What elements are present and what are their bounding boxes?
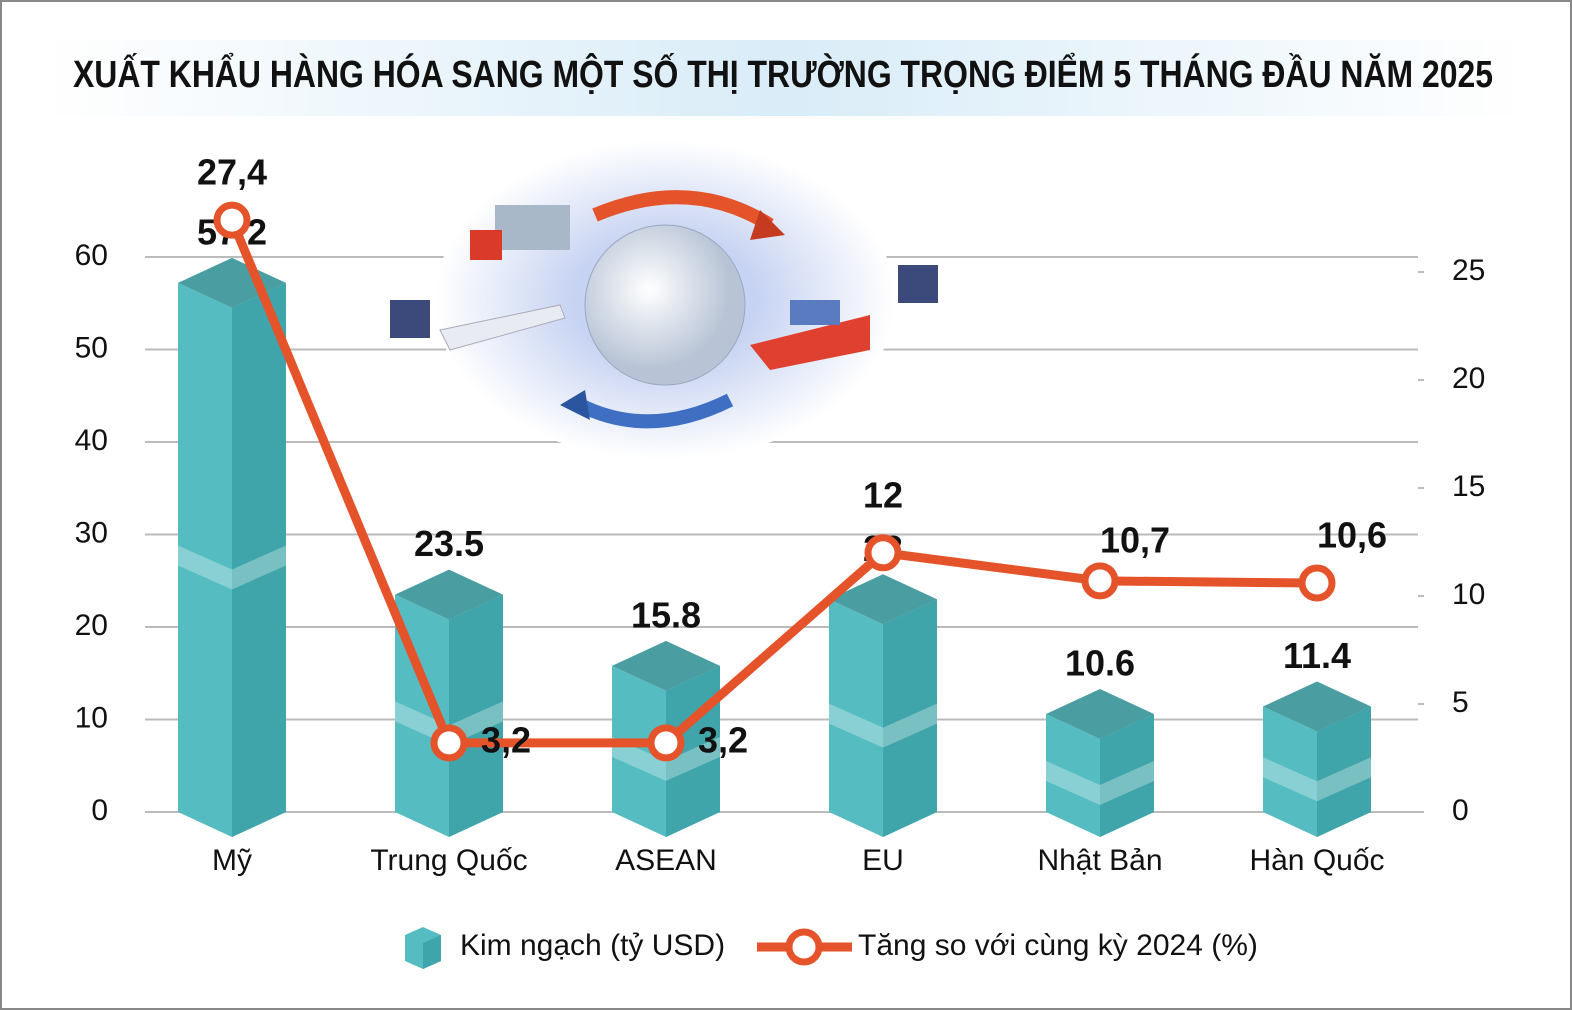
- bar: [395, 569, 503, 837]
- y-tick-label: 40: [75, 424, 108, 457]
- line-value-label: 10,6: [1317, 515, 1387, 556]
- bar-value-label: 15.8: [631, 594, 701, 635]
- bar-band: [612, 736, 720, 781]
- legend-label: Tăng so với cùng kỳ 2024 (%): [858, 929, 1258, 962]
- bar-side: [883, 599, 937, 837]
- y2-tick-label: 10: [1452, 578, 1485, 611]
- x-tick-label: Trung Quốc: [370, 844, 527, 877]
- y2-tick-label: 0: [1452, 794, 1469, 827]
- illustration: [390, 140, 938, 460]
- y2-tick-label: 20: [1452, 362, 1485, 395]
- y-tick-label: 50: [75, 331, 108, 364]
- x-tick-label: Hàn Quốc: [1249, 844, 1384, 877]
- bar: [178, 257, 286, 837]
- legend-bar-side: [423, 935, 441, 969]
- bar-top: [1263, 681, 1371, 732]
- line-value-label: 3,2: [481, 719, 531, 760]
- title-band: [40, 40, 1530, 116]
- bar-band: [1046, 760, 1154, 805]
- bar-top: [395, 569, 503, 620]
- bar-side: [1317, 706, 1371, 837]
- line-value-label: 27,4: [197, 152, 267, 193]
- bar-top: [1046, 688, 1154, 739]
- y-tick-label: 30: [75, 516, 108, 549]
- bar-band: [829, 703, 937, 748]
- y2-tick-label: 15: [1452, 470, 1485, 503]
- bar-value-label: 10.6: [1065, 642, 1135, 683]
- bar: [829, 574, 937, 837]
- legend-label: Kim ngạch (tỷ USD): [460, 929, 725, 962]
- x-tick-label: Nhật Bản: [1037, 844, 1162, 877]
- y-tick-label: 10: [75, 701, 108, 734]
- bar-band: [1263, 757, 1371, 802]
- line-marker: [1081, 562, 1119, 600]
- line-marker: [430, 724, 468, 762]
- line: [227, 218, 1318, 748]
- bar-top: [829, 574, 937, 625]
- y-tick-label: 20: [75, 609, 108, 642]
- x-tick-label: EU: [862, 844, 904, 877]
- line-marker: [213, 201, 251, 239]
- bar-value-label: 11.4: [1283, 635, 1351, 676]
- y-tick-label: 0: [91, 794, 108, 827]
- bar-value-label: 23.5: [414, 523, 484, 564]
- line-marker: [864, 534, 902, 572]
- line-marker: [647, 724, 685, 762]
- y2-tick-label: 5: [1452, 686, 1469, 719]
- y2-tick-label: 25: [1452, 254, 1485, 287]
- line-value-label: 12: [863, 474, 903, 515]
- chart-title: XUẤT KHẨU HÀNG HÓA SANG MỘT SỐ THỊ TRƯỜN…: [73, 51, 1493, 96]
- x-tick-label: Mỹ: [212, 844, 252, 877]
- line-value-label: 10,7: [1100, 519, 1170, 560]
- bar: [1263, 681, 1371, 837]
- bar-top: [612, 640, 720, 691]
- bar-side: [449, 594, 503, 837]
- line-marker: [1298, 564, 1336, 602]
- bar-side: [1100, 713, 1154, 837]
- bar-side: [232, 282, 286, 837]
- x-tick-label: ASEAN: [615, 844, 717, 877]
- line-value-label: 3,2: [698, 719, 748, 760]
- bar: [1046, 688, 1154, 837]
- legend-line-marker: [785, 928, 823, 966]
- legend: Kim ngạch (tỷ USD) Tăng so với cùng kỳ 2…: [405, 927, 1258, 969]
- y-tick-label: 60: [75, 239, 108, 272]
- bar-band: [178, 545, 286, 590]
